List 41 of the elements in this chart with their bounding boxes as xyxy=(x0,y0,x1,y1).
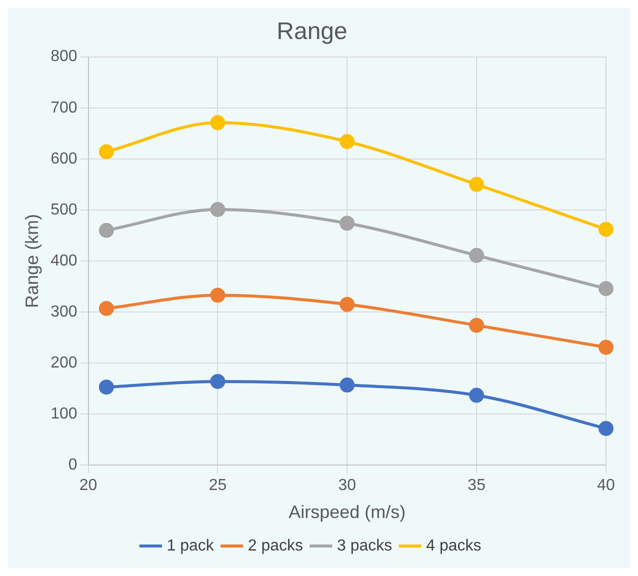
legend-label: 3 packs xyxy=(337,537,392,554)
point xyxy=(340,216,355,231)
point xyxy=(469,248,484,263)
chart-title: Range xyxy=(276,18,348,46)
point xyxy=(340,378,355,393)
y-tick-label: 600 xyxy=(50,150,78,168)
point xyxy=(469,388,484,403)
x-tick-label: 20 xyxy=(79,477,98,494)
point xyxy=(98,144,114,160)
point xyxy=(210,202,226,217)
x-tick-label: 35 xyxy=(468,477,486,494)
point xyxy=(98,222,114,238)
y-tick-label: 400 xyxy=(50,252,78,270)
x-axis-title: Airspeed (m/s) xyxy=(288,502,406,522)
legend-label: 4 packs xyxy=(426,537,482,554)
legend-label: 2 packs xyxy=(248,537,303,554)
point xyxy=(469,318,484,333)
y-tick-label: 0 xyxy=(68,456,78,474)
point xyxy=(340,134,355,150)
y-tick-label: 200 xyxy=(50,354,78,372)
point xyxy=(210,374,226,389)
x-tick-label: 25 xyxy=(208,477,227,494)
y-tick-label: 300 xyxy=(50,303,78,320)
point xyxy=(340,296,355,312)
point xyxy=(210,115,226,130)
y-tick-label: 100 xyxy=(50,406,78,423)
x-tick-label: 30 xyxy=(338,477,356,494)
point xyxy=(598,281,614,296)
point xyxy=(598,340,614,355)
legend-label: 1 pack xyxy=(166,537,215,554)
point xyxy=(469,176,484,192)
point xyxy=(210,288,226,303)
y-tick-label: 700 xyxy=(50,99,78,116)
y-axis-title: Range (km) xyxy=(22,214,42,308)
point xyxy=(98,300,114,316)
point xyxy=(598,222,614,237)
point xyxy=(98,380,114,395)
y-tick-label: 500 xyxy=(50,201,78,218)
point xyxy=(598,420,614,436)
y-tick-label: 800 xyxy=(50,48,78,66)
x-tick-label: 40 xyxy=(597,477,615,494)
